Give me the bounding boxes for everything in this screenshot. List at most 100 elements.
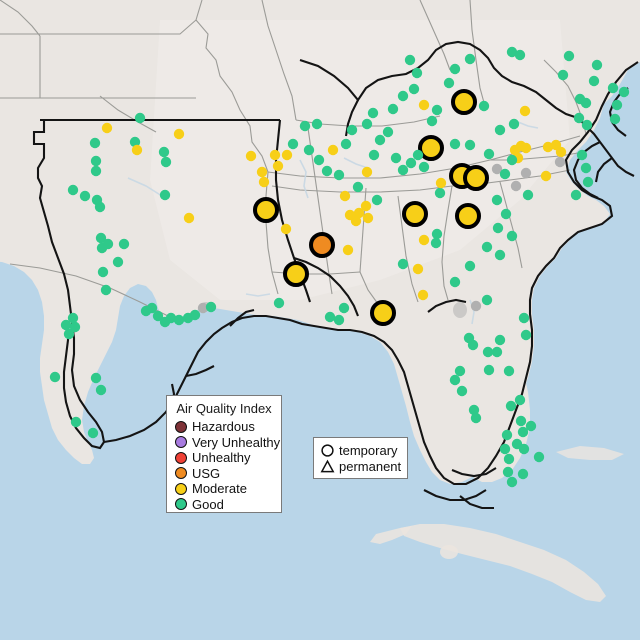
station-marker[interactable] (520, 142, 532, 154)
station-marker[interactable] (492, 222, 504, 234)
station-marker-large[interactable] (463, 165, 489, 191)
station-marker-large[interactable] (402, 201, 428, 227)
station-marker[interactable] (505, 400, 517, 412)
station-marker[interactable] (542, 141, 554, 153)
station-marker[interactable] (273, 297, 285, 309)
station-marker[interactable] (470, 300, 482, 312)
station-marker[interactable] (79, 190, 91, 202)
station-marker[interactable] (517, 468, 529, 480)
station-marker[interactable] (90, 155, 102, 167)
station-marker[interactable] (100, 284, 112, 296)
station-marker[interactable] (491, 163, 503, 175)
station-marker[interactable] (580, 162, 592, 174)
station-marker[interactable] (500, 208, 512, 220)
station-marker[interactable] (397, 164, 409, 176)
station-marker[interactable] (456, 385, 468, 397)
station-marker[interactable] (519, 105, 531, 117)
station-marker[interactable] (468, 404, 480, 416)
station-marker[interactable] (165, 312, 177, 324)
station-marker[interactable] (491, 346, 503, 358)
station-marker[interactable] (412, 263, 424, 275)
station-marker[interactable] (256, 166, 268, 178)
station-marker[interactable] (494, 334, 506, 346)
station-marker[interactable] (382, 126, 394, 138)
station-marker[interactable] (311, 118, 323, 130)
station-marker[interactable] (582, 176, 594, 188)
station-marker[interactable] (338, 302, 350, 314)
station-marker[interactable] (417, 289, 429, 301)
station-marker[interactable] (367, 107, 379, 119)
station-marker[interactable] (443, 77, 455, 89)
station-marker-large[interactable] (309, 232, 335, 258)
station-marker[interactable] (449, 138, 461, 150)
station-marker[interactable] (499, 443, 511, 455)
station-marker[interactable] (518, 312, 530, 324)
station-marker[interactable] (506, 46, 518, 58)
station-marker[interactable] (430, 237, 442, 249)
station-marker[interactable] (449, 63, 461, 75)
station-marker[interactable] (408, 83, 420, 95)
station-marker[interactable] (94, 201, 106, 213)
station-marker[interactable] (49, 371, 61, 383)
station-marker[interactable] (525, 420, 537, 432)
station-marker[interactable] (118, 238, 130, 250)
station-marker[interactable] (520, 329, 532, 341)
station-marker[interactable] (362, 212, 374, 224)
station-marker[interactable] (160, 156, 172, 168)
station-marker[interactable] (517, 426, 529, 438)
station-marker[interactable] (435, 177, 447, 189)
station-marker[interactable] (158, 146, 170, 158)
station-marker[interactable] (563, 50, 575, 62)
station-marker[interactable] (374, 134, 386, 146)
station-marker-large[interactable] (253, 197, 279, 223)
station-marker[interactable] (101, 122, 113, 134)
station-marker[interactable] (518, 443, 530, 455)
station-marker[interactable] (418, 161, 430, 173)
station-marker[interactable] (361, 118, 373, 130)
station-marker[interactable] (412, 149, 424, 161)
station-marker[interactable] (609, 113, 621, 125)
station-marker[interactable] (464, 53, 476, 65)
station-marker[interactable] (333, 314, 345, 326)
station-marker[interactable] (258, 176, 270, 188)
station-markers-layer[interactable] (49, 46, 630, 488)
station-marker[interactable] (464, 260, 476, 272)
station-marker[interactable] (607, 82, 619, 94)
station-marker[interactable] (67, 312, 79, 324)
station-marker[interactable] (506, 154, 518, 166)
station-marker[interactable] (503, 365, 515, 377)
station-marker[interactable] (313, 154, 325, 166)
station-marker-large[interactable] (418, 135, 444, 161)
station-marker[interactable] (470, 412, 482, 424)
station-marker[interactable] (272, 160, 284, 172)
station-marker[interactable] (522, 189, 534, 201)
station-marker[interactable] (555, 146, 567, 158)
station-marker[interactable] (333, 169, 345, 181)
station-marker[interactable] (540, 170, 552, 182)
station-marker[interactable] (67, 184, 79, 196)
station-marker[interactable] (90, 165, 102, 177)
station-marker[interactable] (573, 112, 585, 124)
station-marker[interactable] (353, 207, 365, 219)
station-marker[interactable] (324, 311, 336, 323)
station-marker[interactable] (183, 212, 195, 224)
station-marker[interactable] (611, 99, 623, 111)
station-marker-large[interactable] (370, 300, 396, 326)
station-marker[interactable] (346, 124, 358, 136)
station-marker[interactable] (491, 194, 503, 206)
station-marker[interactable] (95, 232, 107, 244)
station-marker[interactable] (60, 319, 72, 331)
station-marker[interactable] (591, 59, 603, 71)
station-marker[interactable] (431, 104, 443, 116)
station-marker[interactable] (501, 429, 513, 441)
station-marker[interactable] (434, 187, 446, 199)
station-marker[interactable] (581, 119, 593, 131)
station-marker[interactable] (269, 149, 281, 161)
station-marker[interactable] (404, 54, 416, 66)
station-marker[interactable] (360, 200, 372, 212)
station-marker[interactable] (371, 194, 383, 206)
station-marker[interactable] (508, 118, 520, 130)
station-marker[interactable] (467, 339, 479, 351)
station-marker[interactable] (431, 228, 443, 240)
station-marker[interactable] (426, 115, 438, 127)
